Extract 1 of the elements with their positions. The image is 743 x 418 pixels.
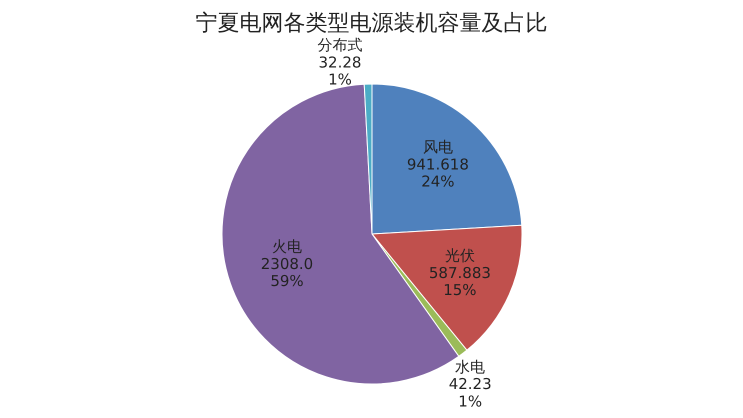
title: 宁夏电网各类型电源装机容量及占比 xyxy=(196,11,548,36)
